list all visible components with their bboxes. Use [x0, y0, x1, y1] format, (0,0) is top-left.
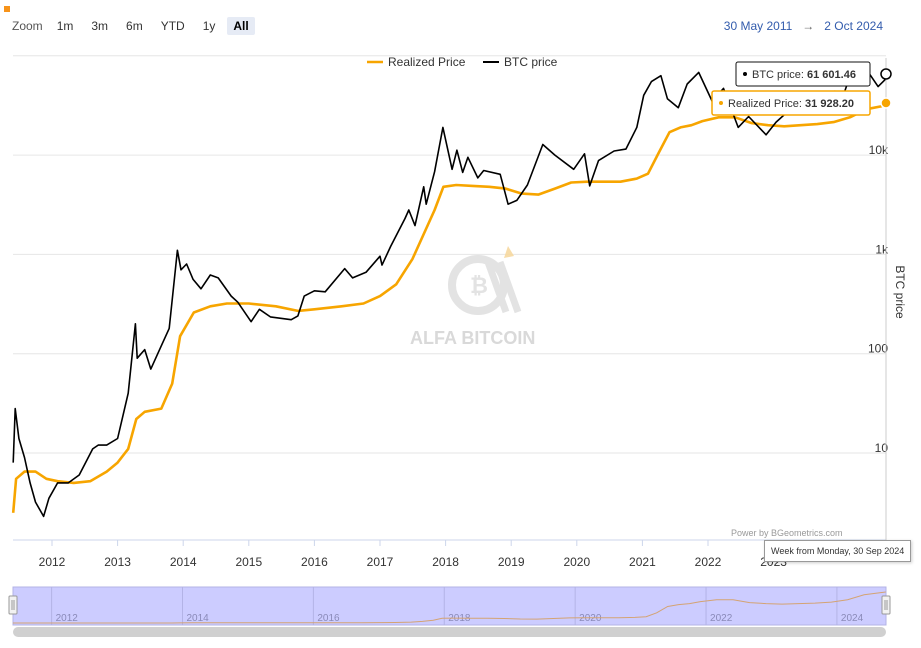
navigator-scrollbar[interactable]	[13, 627, 886, 637]
navigator-year-label: 2020	[579, 613, 602, 624]
corner-marker	[4, 6, 10, 12]
legend-item-btc-price[interactable]: BTC price	[483, 55, 558, 69]
x-tick-label: 2021	[629, 555, 656, 569]
x-tick-label: 2018	[432, 555, 459, 569]
range-to-input[interactable]: 2 Oct 2024	[824, 19, 883, 33]
tooltip-week: Week from Monday, 30 Sep 2024	[764, 540, 912, 562]
x-tick-label: 2014	[170, 555, 197, 569]
navigator-year-label: 2022	[710, 613, 733, 624]
navigator-handle-left[interactable]	[8, 595, 18, 615]
navigator-year-label: 2012	[56, 613, 79, 624]
zoom-toolbar: Zoom 1m 3m 6m YTD 1y All	[12, 16, 261, 36]
navigator[interactable]: 2012 2014 2016 2018 2020 2022 2024	[8, 586, 891, 626]
zoom-button-1m[interactable]: 1m	[56, 19, 74, 33]
grid-lines	[13, 55, 886, 541]
watermark-text: ALFA BITCOIN	[410, 328, 535, 348]
navigator-year-label: 2014	[186, 613, 209, 624]
tooltip-realized-label: Realized Price:	[728, 98, 805, 110]
y-tick-label: 10	[875, 441, 889, 455]
tooltip-btc-label: BTC price:	[752, 69, 807, 81]
credit-text: Power by BGeometrics.com	[731, 528, 843, 538]
series-layer	[11, 68, 889, 518]
y-tick-label: 10k	[869, 143, 889, 157]
zoom-button-all[interactable]: All	[227, 17, 255, 35]
navigator-handle-right[interactable]	[881, 595, 891, 615]
navigator-grid	[51, 587, 838, 625]
tooltip-btc-value: 61 601.46	[807, 69, 856, 81]
series-line-btc-price	[12, 68, 889, 518]
y-axis-title: BTC price	[893, 265, 907, 319]
x-tick-label: 2012	[39, 555, 66, 569]
x-tick-label: 2016	[301, 555, 328, 569]
navigator-year-label: 2016	[317, 613, 340, 624]
tooltip-realized: Realized Price: 31 928.20	[711, 90, 892, 116]
x-axis: 2012 2013 2014 2015 2016 2017 2018 2019 2020 2021…	[39, 540, 787, 569]
x-tick-label: 2013	[104, 555, 131, 569]
zoom-label: Zoom	[12, 19, 43, 33]
y-tick-label: 100	[868, 342, 888, 356]
x-tick-label: 2022	[695, 555, 722, 569]
legend-item-realized-price[interactable]: Realized Price	[367, 55, 466, 69]
legend: Realized Price BTC price	[367, 55, 558, 69]
legend-label-btc-price: BTC price	[504, 55, 558, 69]
svg-text:BTC price: 61 601.46: BTC price: 61 601.46	[752, 69, 856, 81]
x-tick-label: 2020	[563, 555, 590, 569]
x-tick-label: 2015	[235, 555, 262, 569]
navigator-year-label: 2024	[841, 613, 864, 624]
zoom-button-3m[interactable]: 3m	[91, 19, 109, 33]
range-arrow: →	[802, 19, 815, 33]
x-tick-label: 2019	[498, 555, 525, 569]
date-range: 30 May 2011 → 2 Oct 2024	[724, 19, 883, 33]
series-line-realized-price	[11, 103, 889, 513]
tooltip-btc: BTC price: 61 601.46	[735, 61, 892, 87]
navigator-series	[12, 591, 886, 624]
svg-text:₿: ₿	[470, 273, 488, 298]
legend-label-realized-price: Realized Price	[388, 55, 466, 69]
watermark-logo: ₿	[448, 246, 522, 315]
tooltip-realized-value: 31 928.20	[805, 98, 854, 110]
y-tick-label: 1k	[875, 242, 889, 256]
range-from-input[interactable]: 30 May 2011	[723, 19, 793, 33]
svg-text:Realized Price: 31 928.20: Realized Price: 31 928.20	[728, 98, 854, 110]
zoom-button-6m[interactable]: 6m	[126, 19, 143, 33]
zoom-button-ytd[interactable]: YTD	[160, 19, 185, 33]
zoom-button-1y[interactable]: 1y	[202, 19, 216, 33]
x-tick-label: 2017	[367, 555, 394, 569]
